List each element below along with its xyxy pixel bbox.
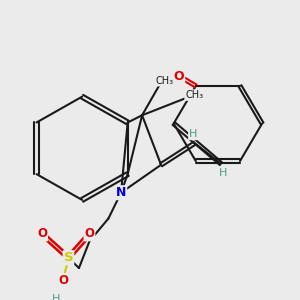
Text: O: O	[58, 274, 68, 287]
Text: O: O	[37, 227, 47, 241]
Text: H: H	[189, 129, 197, 139]
Text: N: N	[116, 186, 126, 199]
Text: CH₃: CH₃	[185, 90, 203, 100]
Text: O: O	[85, 227, 94, 241]
Text: H: H	[52, 294, 60, 300]
Text: H: H	[218, 168, 227, 178]
Text: S: S	[64, 251, 73, 264]
Text: O: O	[174, 70, 184, 83]
Text: CH₃: CH₃	[155, 76, 173, 85]
